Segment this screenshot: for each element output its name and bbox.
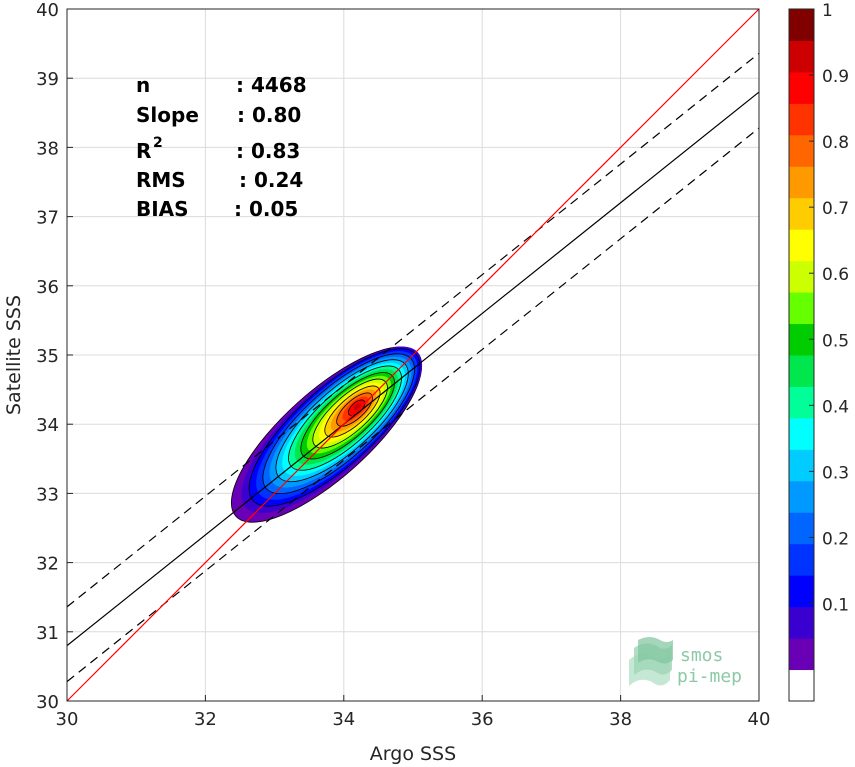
colorbar-segment <box>789 292 814 325</box>
stat-value: : 0.80 <box>237 103 301 127</box>
y-axis-label: Satellite SSS <box>3 295 25 415</box>
x-tick-label: 32 <box>194 709 217 730</box>
confidence-line-dashed <box>66 127 760 683</box>
colorbar-segment <box>789 543 814 576</box>
regression-lines <box>66 8 760 702</box>
colorbar-segment <box>789 229 814 262</box>
colorbar-tick-label: 0.4 <box>822 397 849 417</box>
colorbar-tick-label: 0.2 <box>822 529 849 549</box>
colorbar-segment <box>789 449 814 482</box>
stat-value: : 0.05 <box>234 197 298 221</box>
y-axis-ticks: 30 31 32 33 34 35 36 37 38 39 40 <box>36 0 73 713</box>
colorbar-segment <box>789 134 814 167</box>
colorbar: 0.1 0.2 0.3 0.4 0.5 0.6 0.7 0.8 0.9 1 <box>788 1 849 702</box>
x-axis-ticks: 30 32 34 36 38 40 <box>56 695 771 730</box>
y-tick-label: 31 <box>36 623 59 644</box>
logo-text-line2: pi-mep <box>677 666 742 687</box>
stat-label: BIAS <box>136 197 189 221</box>
colorbar-segment <box>789 417 814 450</box>
x-tick-label: 30 <box>56 709 79 730</box>
y-tick-label: 32 <box>36 554 59 575</box>
logo-text-line1: smos <box>680 645 723 666</box>
stat-label: R <box>136 139 151 163</box>
grid <box>67 9 759 701</box>
stat-label: Slope <box>136 103 199 127</box>
y-tick-label: 38 <box>36 138 59 159</box>
statistics-box: n : 4468 Slope : 0.80 R 2 : 0.83 RMS : 0.24 BIAS:… <box>136 73 307 221</box>
logo-graphic-icon <box>629 637 673 686</box>
colorbar-segment <box>789 103 814 136</box>
stat-label-superscript: 2 <box>153 135 163 151</box>
colorbar-segment <box>789 166 814 199</box>
y-tick-label: 34 <box>36 415 59 436</box>
y-tick-label: 30 <box>36 692 59 713</box>
y-tick-label: 40 <box>36 0 59 21</box>
colorbar-segment <box>789 71 814 104</box>
colorbar-segment <box>789 9 814 41</box>
colorbar-frame <box>788 8 815 702</box>
y-tick-label: 37 <box>36 208 59 229</box>
colorbar-segment <box>789 260 814 293</box>
y-tick-label: 39 <box>36 69 59 90</box>
colorbar-segment <box>789 40 814 73</box>
colorbar-tick-label: 0.3 <box>822 463 849 483</box>
y-tick-label: 35 <box>36 346 59 367</box>
colorbar-segment <box>789 669 814 702</box>
colorbar-tick-label: 0.1 <box>822 595 849 615</box>
x-axis-label: Argo SSS <box>370 743 456 765</box>
colorbar-tick-label: 0.7 <box>822 199 849 219</box>
x-tick-label: 36 <box>471 709 494 730</box>
colorbar-tick-label: 0.8 <box>822 133 849 153</box>
colorbar-tick-label: 0.6 <box>822 265 849 285</box>
colorbar-segment <box>789 480 814 513</box>
stat-label: RMS <box>136 168 186 192</box>
stat-label: n <box>136 73 150 97</box>
colorbar-tick-label: 0.9 <box>822 67 849 87</box>
colorbar-segment <box>789 386 814 419</box>
one-to-one-line <box>66 8 760 702</box>
colorbar-segment <box>789 606 814 639</box>
x-tick-label: 38 <box>609 709 632 730</box>
y-tick-label: 33 <box>36 484 59 505</box>
colorbar-tick-label: 0.5 <box>822 331 849 351</box>
x-tick-label: 40 <box>748 709 771 730</box>
colorbar-segment <box>789 638 814 671</box>
colorbar-tick-label: 1 <box>822 1 833 21</box>
colorbar-segment <box>789 575 814 608</box>
stat-value: : 0.24 <box>239 168 303 192</box>
stat-value: : 4468 <box>236 73 307 97</box>
colorbar-segment <box>789 512 814 545</box>
confidence-line-dashed <box>66 52 760 608</box>
smos-pi-mep-logo: smos pi-mep <box>629 637 742 687</box>
colorbar-segment <box>789 197 814 230</box>
x-tick-label: 34 <box>332 709 355 730</box>
y-tick-label: 36 <box>36 277 59 298</box>
colorbar-segment <box>789 355 814 387</box>
regression-fit-line <box>66 91 760 647</box>
stat-value: : 0.83 <box>236 139 300 163</box>
